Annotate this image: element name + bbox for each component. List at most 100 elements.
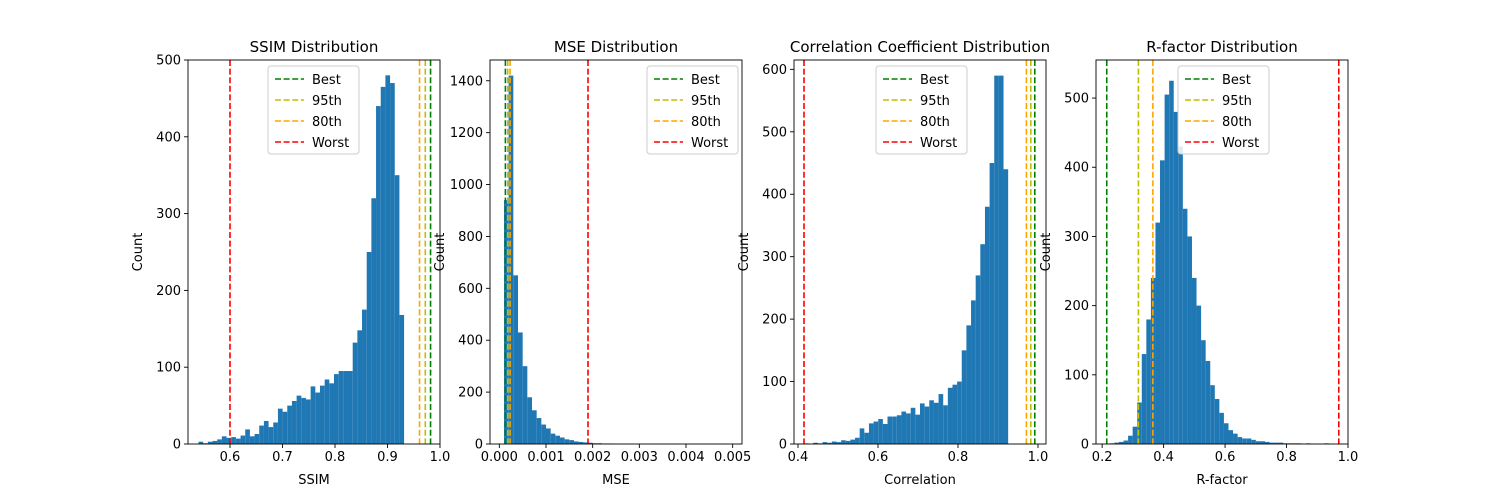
histogram-bar xyxy=(1183,209,1188,444)
histogram-bar xyxy=(311,386,316,444)
histogram-bar xyxy=(348,371,353,444)
histogram-bar xyxy=(315,393,320,444)
histogram-bar xyxy=(994,76,999,444)
y-tick-label: 1000 xyxy=(450,178,483,193)
histogram-bar xyxy=(325,379,330,444)
legend-label: Worst xyxy=(312,136,349,151)
histogram-bar xyxy=(1192,278,1197,444)
legend-label: 95th xyxy=(920,94,950,109)
y-tick-label: 300 xyxy=(156,207,181,222)
y-axis-label: Count xyxy=(1039,233,1054,272)
y-tick-label: 400 xyxy=(1064,161,1089,176)
histogram-bar xyxy=(957,382,962,444)
histogram-bar xyxy=(283,412,288,444)
y-tick-label: 400 xyxy=(156,130,181,145)
histogram-bar xyxy=(1133,427,1138,444)
histogram-bar xyxy=(990,163,995,444)
histogram-bar xyxy=(1155,223,1160,444)
histogram-bar xyxy=(901,412,906,444)
histogram-bar xyxy=(1233,434,1238,444)
legend-label: Best xyxy=(312,73,341,88)
histogram-bar xyxy=(217,439,222,444)
y-tick-label: 200 xyxy=(156,284,181,299)
histogram-bar xyxy=(1004,169,1009,444)
histogram-bar xyxy=(551,434,556,444)
histogram-bar xyxy=(339,371,344,444)
x-axis-label: R-factor xyxy=(1196,473,1248,488)
histogram-bar xyxy=(971,300,976,444)
histogram-bar xyxy=(850,440,855,444)
histogram-bar xyxy=(231,437,236,444)
histogram-bar xyxy=(565,439,570,444)
x-tick-label: 0.4 xyxy=(788,450,809,465)
histogram-bar xyxy=(860,428,865,444)
histogram-bar xyxy=(306,399,311,444)
y-tick-label: 500 xyxy=(762,125,787,140)
histogram-bar xyxy=(259,426,264,444)
y-tick-label: 1200 xyxy=(450,126,483,141)
legend-label: 80th xyxy=(691,115,721,130)
histogram-bar xyxy=(911,408,916,444)
histogram-bar xyxy=(213,441,218,444)
histogram-bar xyxy=(513,275,518,444)
histogram-bar xyxy=(1197,306,1202,444)
histogram-bar xyxy=(874,422,879,444)
histogram-bar xyxy=(357,330,362,444)
x-axis-label: Correlation xyxy=(884,473,956,488)
y-tick-label: 600 xyxy=(458,282,483,297)
y-tick-label: 1400 xyxy=(450,74,483,89)
histogram-bar xyxy=(222,436,227,444)
histogram-bar xyxy=(1128,436,1133,444)
chart-title: Correlation Coefficient Distribution xyxy=(790,38,1050,56)
histogram-bar xyxy=(1169,81,1174,444)
y-tick-label: 100 xyxy=(762,375,787,390)
histogram-bar xyxy=(569,440,574,444)
histogram-bar xyxy=(980,244,985,444)
x-tick-label: 0.6 xyxy=(220,450,241,465)
histogram-bar xyxy=(390,83,395,444)
y-tick-label: 400 xyxy=(762,188,787,203)
x-tick-label: 0.000 xyxy=(481,450,518,465)
y-tick-label: 0 xyxy=(779,438,787,453)
y-tick-label: 300 xyxy=(762,250,787,265)
histogram-bar xyxy=(555,436,560,444)
histogram-bar xyxy=(320,386,325,444)
legend-label: 95th xyxy=(312,94,342,109)
chart-title: MSE Distribution xyxy=(554,38,678,56)
y-tick-label: 400 xyxy=(458,334,483,349)
y-tick-label: 100 xyxy=(1064,368,1089,383)
histogram-bar xyxy=(269,427,274,444)
histogram-bar xyxy=(278,409,283,444)
legend-label: Best xyxy=(691,73,720,88)
histogram-bar xyxy=(1215,399,1220,444)
histogram-bar xyxy=(1142,354,1147,444)
histogram-bar xyxy=(1210,385,1215,444)
histogram-bar xyxy=(381,87,386,444)
histogram-bar xyxy=(925,407,930,444)
histogram-bar xyxy=(855,438,860,444)
y-tick-label: 0 xyxy=(173,438,181,453)
legend-label: Worst xyxy=(920,136,957,151)
x-axis-label: SSIM xyxy=(298,473,330,488)
histogram-bar xyxy=(883,424,888,444)
x-tick-label: 0.004 xyxy=(667,450,704,465)
histogram-bar xyxy=(1251,440,1256,444)
y-tick-label: 200 xyxy=(762,313,787,328)
histogram-bar xyxy=(255,434,260,444)
histogram-bar xyxy=(1165,95,1170,444)
x-tick-label: 0.7 xyxy=(272,450,293,465)
legend-label: 95th xyxy=(691,94,721,109)
histogram-bar xyxy=(395,175,400,444)
histogram-bar xyxy=(301,398,306,444)
histogram-bar xyxy=(292,401,297,444)
histogram-bar xyxy=(841,440,846,444)
x-tick-label: 0.4 xyxy=(1153,450,1174,465)
histogram-bar xyxy=(1174,112,1179,444)
x-tick-label: 0.002 xyxy=(574,450,611,465)
x-tick-label: 0.001 xyxy=(527,450,564,465)
